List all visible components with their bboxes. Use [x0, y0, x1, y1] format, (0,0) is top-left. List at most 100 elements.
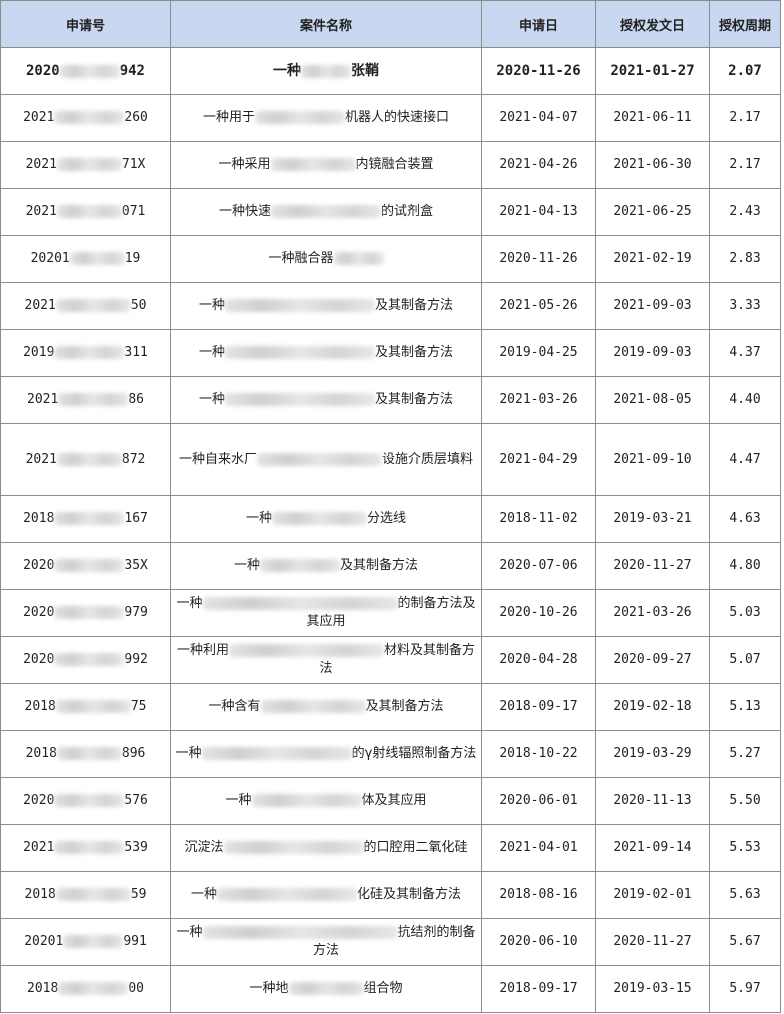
name-part: 一种: [175, 746, 202, 761]
redaction: [225, 393, 375, 406]
case-name: 一种融合器: [170, 235, 482, 283]
table-row: 2020 35X 一种 及其制备方法 2020-07-06 2020-11-27 4.80: [0, 542, 781, 590]
granted-cell: 2021-09-03: [595, 282, 710, 330]
case-name: 一种含有 及其制备方法: [170, 683, 482, 731]
name-part: 一种自来水厂: [178, 451, 257, 467]
app-suffix: 942: [119, 63, 145, 79]
case-name: 一种 及其制备方法: [170, 329, 482, 377]
redaction: [54, 794, 125, 807]
name-part: 及其制备方法: [365, 699, 444, 714]
granted-cell: 2019-03-15: [595, 965, 710, 1013]
name-part: 一种融合器: [268, 251, 334, 266]
redaction: [251, 794, 362, 807]
app-suffix: 59: [130, 887, 147, 902]
application-number: 2021 872: [0, 423, 171, 496]
name-part: 一种含有: [208, 699, 261, 714]
period-cell: 4.37: [709, 329, 781, 377]
case-name: 一种 分选线: [170, 495, 482, 543]
granted-cell: 2021-03-26: [595, 589, 710, 637]
filed-cell: 2020-07-06: [481, 542, 596, 590]
name-part: 内镜融合装置: [355, 157, 434, 172]
app-prefix: 2021: [25, 451, 57, 467]
filed-cell: 2020-06-10: [481, 918, 596, 966]
app-suffix: 872: [121, 451, 146, 467]
case-name: 一种自来水厂 设施介质层填料: [170, 423, 482, 496]
table-row: 2020 992 一种利用 材料及其制备方法 2020-04-28 2020-09-27 5…: [0, 636, 781, 684]
filed-cell: 2021-05-26: [481, 282, 596, 330]
name-part: 的γ射线辐照制备方法: [351, 746, 477, 761]
redaction: [55, 299, 131, 312]
redaction: [54, 111, 125, 124]
period-cell: 3.33: [709, 282, 781, 330]
table-row: 2018 167 一种 分选线 2018-11-02 2019-03-21 4.63: [0, 495, 781, 543]
table-row: 2020 576 一种 体及其应用 2020-06-01 2020-11-13 5.50: [0, 777, 781, 825]
filed-cell: 2020-06-01: [481, 777, 596, 825]
redaction: [202, 597, 398, 610]
app-suffix: 19: [124, 251, 141, 266]
period-cell: 5.03: [709, 589, 781, 637]
name-part: 一种采用: [218, 157, 271, 172]
table-row: 2021 872 一种自来水厂 设施介质层填料 2021-04-29 2021-09-10…: [0, 423, 781, 496]
filed-cell: 2020-11-26: [481, 235, 596, 283]
granted-cell: 2020-11-13: [595, 777, 710, 825]
case-name: 一种地 组合物: [170, 965, 482, 1013]
case-name: 一种采用 内镜融合装置: [170, 141, 482, 189]
filed-cell: 2018-09-17: [481, 965, 596, 1013]
table-row: 2021 260 一种用于 机器人的快速接口 2021-04-07 2021-06-11 2…: [0, 94, 781, 142]
name-part: 一种: [198, 298, 225, 313]
granted-cell: 2019-03-21: [595, 495, 710, 543]
app-prefix: 2020: [23, 793, 55, 808]
name-part: 及其制备方法: [375, 345, 454, 360]
header-cell: 申请号: [0, 0, 171, 48]
table-row: 20201 19 一种融合器 2020-11-26 2021-02-19 2.83: [0, 235, 781, 283]
app-prefix: 2021: [24, 298, 56, 313]
redaction: [217, 888, 357, 901]
redaction: [223, 841, 364, 854]
redaction: [225, 346, 375, 359]
redaction: [225, 299, 375, 312]
filed-cell: 2021-04-01: [481, 824, 596, 872]
case-name: 一种利用 材料及其制备方法: [170, 636, 482, 684]
granted-cell: 2020-11-27: [595, 542, 710, 590]
name-part: 的口腔用二氧化硅: [363, 840, 468, 855]
application-number: 2019 311: [0, 329, 171, 377]
app-prefix: 2018: [24, 699, 56, 714]
filed-cell: 2018-10-22: [481, 730, 596, 778]
granted-cell: 2019-09-03: [595, 329, 710, 377]
redaction: [229, 644, 384, 657]
name-part: 机器人的快速接口: [345, 110, 450, 125]
app-prefix: 20201: [24, 934, 64, 949]
period-cell: 5.07: [709, 636, 781, 684]
header-cell: 申请日: [481, 0, 596, 48]
header-cell: 案件名称: [170, 0, 482, 48]
app-prefix: 2020: [23, 605, 55, 620]
granted-cell: 2020-11-27: [595, 918, 710, 966]
redaction: [288, 982, 364, 995]
redaction: [56, 747, 122, 760]
app-prefix: 2018: [23, 511, 55, 526]
period-cell: 5.53: [709, 824, 781, 872]
name-part: 材料及其制备方法: [319, 643, 476, 676]
redaction: [56, 205, 122, 218]
header-cell: 授权周期: [709, 0, 781, 48]
period-cell: 2.07: [709, 47, 781, 95]
name-part: 体及其应用: [361, 793, 427, 808]
table-row: 2021 539 沉淀法 的口腔用二氧化硅 2021-04-01 2021-09-14 5.…: [0, 824, 781, 872]
granted-cell: 2021-02-19: [595, 235, 710, 283]
table-body: 2020 942 一种 张鞘 2020-11-26 2021-01-27 2.07 2021 2…: [0, 47, 781, 1013]
app-prefix: 2020: [25, 63, 60, 79]
granted-cell: 2021-06-11: [595, 94, 710, 142]
app-suffix: 896: [121, 746, 146, 761]
filed-cell: 2021-04-07: [481, 94, 596, 142]
redaction: [202, 926, 398, 939]
filed-cell: 2019-04-25: [481, 329, 596, 377]
app-prefix: 2018: [27, 981, 59, 996]
redaction: [260, 700, 366, 713]
filed-cell: 2020-10-26: [481, 589, 596, 637]
app-prefix: 2020: [23, 558, 55, 573]
redaction: [63, 935, 124, 948]
app-suffix: 167: [124, 511, 148, 526]
app-suffix: 75: [130, 699, 147, 714]
application-number: 2018 75: [0, 683, 171, 731]
